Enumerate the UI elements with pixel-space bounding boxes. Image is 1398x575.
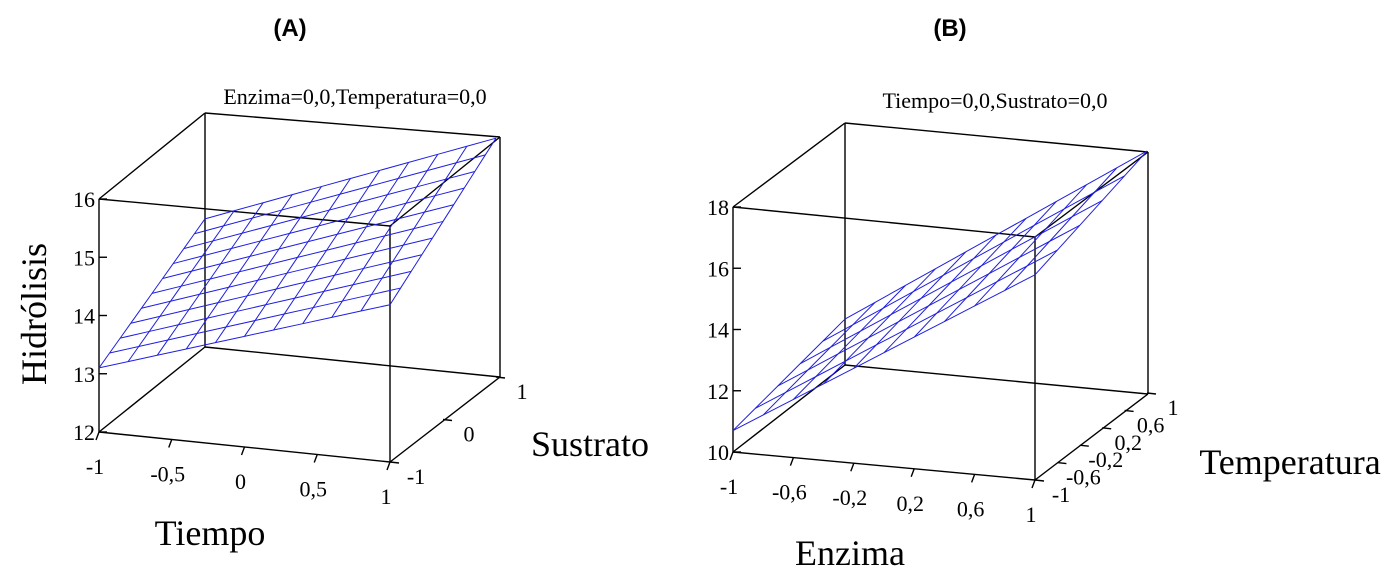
mesh-line-const-x [974,184,1087,307]
panel-b-title: Tiempo=0,0,Sustrato=0,0 [882,88,1107,113]
mesh-line-const-x [127,210,235,362]
y-tick-label: 0,2 [1114,430,1142,455]
mesh-line-const-x [853,251,967,369]
z-tick-label: 18 [707,195,729,220]
panel-b-xlabel: Enzima [795,533,905,573]
mesh-line-const-x [156,202,264,356]
x-tick-label: -1 [86,454,104,479]
x-tick-label: -0,5 [150,462,185,487]
y-tick-label: 1 [1168,395,1179,420]
y-tick-mark [1079,444,1089,447]
mesh-line-const-x [389,137,497,305]
panel-b-box [732,122,1149,481]
x-tick-mark [240,446,246,456]
panel-b-tick-labels: -1 -0,6 -0,2 0,2 0,6 1-1-0,6-0,20,20,61101214… [707,195,1179,527]
panel-b-label: (B) [933,15,966,42]
y-tick-mark [1034,479,1045,482]
mesh-line-const-x [273,170,381,331]
mesh-line-const-x [331,154,439,318]
mesh-line-const-x [883,234,997,354]
panel-b-surface-mesh [732,150,1148,432]
x-tick-mark [970,474,976,483]
x-tick-mark [1031,479,1036,489]
x-tick-mark [168,439,173,448]
z-tick-label: 13 [73,362,95,387]
z-tick-label: 15 [73,245,95,270]
z-tick-label: 12 [73,420,95,445]
mesh-line-const-x [913,217,1027,338]
panel-a-surface-mesh [98,137,497,369]
y-tick-mark [1146,392,1157,395]
mesh-line-const-x [98,218,206,369]
y-tick-label: -1 [1052,482,1070,507]
mesh-line-const-x [302,162,410,324]
mesh-line-const-x [244,178,351,337]
x-tick-label: 0,2 [896,491,924,516]
y-tick-label: -0,6 [1066,465,1101,490]
mesh-line-const-x [793,285,906,400]
mesh-line-const-x [823,268,936,385]
mesh-line-const-x [214,186,322,343]
panel-a-label: (A) [273,15,306,42]
z-tick-label: 14 [73,304,95,329]
z-tick-label: 16 [707,256,729,281]
panel-a-tick-labels: -1 -0,5 0 0,5 1 -1 0 1 12 13 14 15 16 [73,187,528,509]
x-tick-mark [910,468,915,478]
panel-a: (A) Enzima=0,0,Temperatura=0,0 -1 -0,5 0 0,… [14,15,649,553]
x-tick-label: -0,2 [832,485,867,510]
y-tick-label: 0,6 [1137,412,1165,437]
y-tick-label: 1 [517,379,528,404]
mesh-line-const-x [944,201,1057,322]
panel-b-ylabel: Temperatura [1199,442,1380,482]
y-tick-label: 0 [464,422,475,447]
x-tick-label: 1 [1026,502,1037,527]
x-tick-mark [313,454,318,463]
panel-a-zlabel: Hidrólisis [14,243,54,385]
panel-a-xlabel: Tiempo [155,513,266,553]
x-tick-mark [386,461,391,471]
x-tick-label: 0,5 [300,477,328,502]
y-tick-mark [442,418,453,422]
mesh-line-const-x [762,301,876,416]
y-tick-mark [495,376,506,379]
x-tick-mark [850,462,855,472]
y-tick-mark [389,461,400,464]
panel-b-tick-marks [729,206,1157,489]
x-tick-label: 1 [381,484,392,509]
x-tick-mark [789,457,795,466]
panel-a-ylabel: Sustrato [531,424,649,464]
panel-a-tick-marks [95,198,506,471]
y-tick-mark [1124,409,1134,413]
panel-a-title: Enzima=0,0,Temperatura=0,0 [223,84,486,109]
x-tick-label: -0,6 [772,480,807,505]
x-tick-mark [95,431,100,441]
x-tick-label: 0 [235,469,246,494]
x-tick-label: 0,6 [957,496,985,521]
z-tick-label: 12 [707,379,729,404]
z-tick-label: 16 [73,187,95,212]
y-tick-label: -0,2 [1088,447,1123,472]
z-tick-label: 10 [707,440,729,465]
mesh-line-const-x [360,145,468,312]
z-tick-label: 14 [707,318,729,343]
mesh-line-const-x [732,318,846,431]
mesh-line-const-x [185,194,293,350]
mesh-line-const-x [1004,167,1118,291]
panel-a-box [98,112,501,463]
panel-b: (B) Tiempo=0,0,Sustrato=0,0 -1 -0,6 -0,2 0,… [707,15,1381,573]
x-tick-label: -1 [720,474,738,499]
y-tick-label: -1 [407,464,425,489]
y-tick-mark [1057,461,1067,465]
y-tick-mark [1102,427,1112,430]
x-tick-mark [729,451,734,461]
mesh-line-const-x [1034,150,1148,276]
